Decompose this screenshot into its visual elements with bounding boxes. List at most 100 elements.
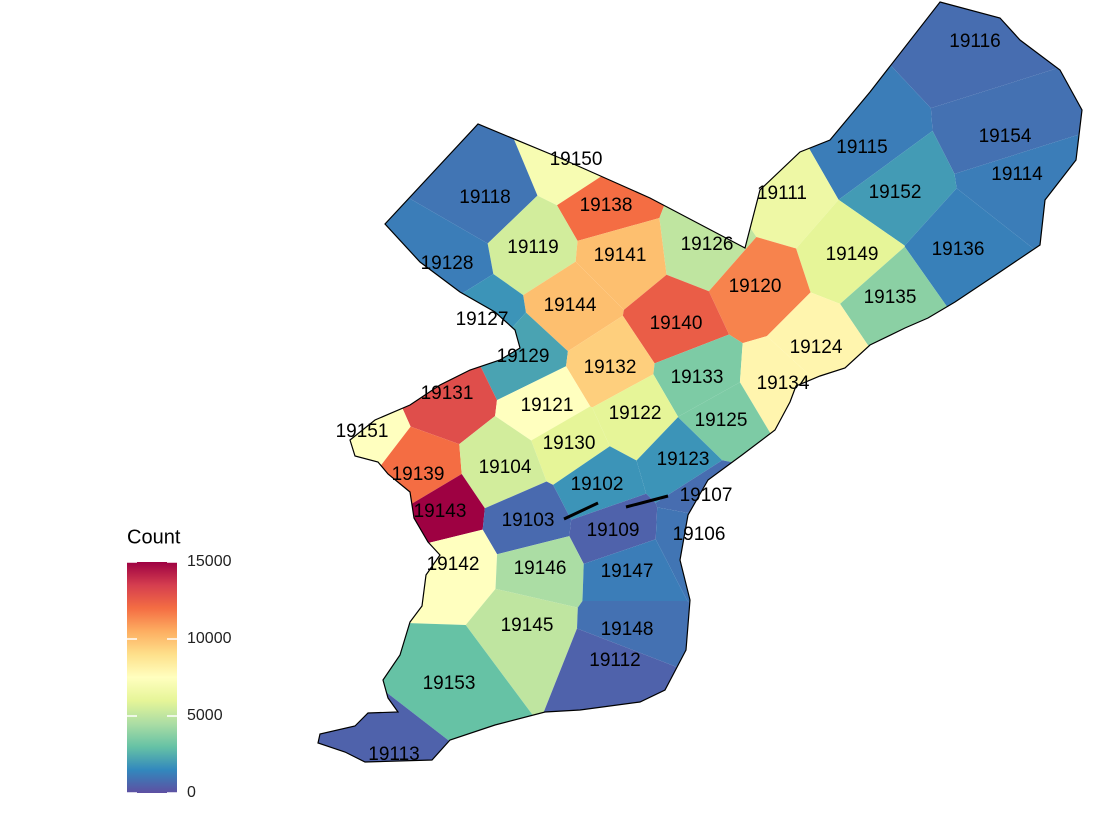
zip-label: 19106 xyxy=(673,524,726,545)
zip-region xyxy=(402,366,497,445)
zip-label: 19121 xyxy=(521,395,574,416)
zip-label: 19124 xyxy=(790,337,843,358)
zip-label: 19144 xyxy=(544,295,597,316)
zip-region xyxy=(462,273,526,365)
zip-label: 19152 xyxy=(869,182,922,203)
zip-label: 19148 xyxy=(601,619,654,640)
zip-label: 19116 xyxy=(949,31,1000,52)
leader-line xyxy=(625,494,669,509)
zip-region xyxy=(622,274,730,364)
zip-label: 19112 xyxy=(589,650,640,671)
zip-region xyxy=(750,148,839,249)
zip-label: 19138 xyxy=(580,195,633,216)
zip-region xyxy=(482,481,572,555)
zip-label: 19126 xyxy=(681,234,734,255)
zip-region xyxy=(553,446,647,520)
legend: 0 5000 10000 15000 xyxy=(127,553,232,801)
zip-region xyxy=(655,507,690,603)
colorbar-tick-label: 0 xyxy=(187,784,196,801)
zip-region xyxy=(575,218,667,310)
zip-region xyxy=(592,374,679,461)
legend-title: Count xyxy=(127,526,181,548)
zip-label: 19115 xyxy=(836,137,887,158)
zip-label: 19130 xyxy=(543,433,596,454)
leader-line xyxy=(563,501,599,521)
zip-label: 19146 xyxy=(514,558,567,579)
zip-region xyxy=(904,188,1034,307)
zip-region xyxy=(350,408,411,466)
zip-label: 19134 xyxy=(757,373,810,394)
zip-region xyxy=(930,68,1082,174)
zip-label: 19119 xyxy=(507,237,558,258)
zip-region xyxy=(566,315,655,408)
zip-label: 19154 xyxy=(979,126,1032,147)
colorbar-tick-label: 15000 xyxy=(187,553,232,570)
zip-label: 19125 xyxy=(695,410,748,431)
zip-region xyxy=(655,460,733,514)
zip-region xyxy=(838,130,957,246)
zip-label: 19151 xyxy=(336,421,389,442)
zip-region xyxy=(653,334,743,417)
zip-region xyxy=(459,416,547,509)
zip-label: 19127 xyxy=(456,309,509,330)
zip-label: 19131 xyxy=(421,383,474,404)
zip-label: 19133 xyxy=(671,367,724,388)
zip-region xyxy=(495,536,584,608)
zip-label: 19107 xyxy=(680,485,733,506)
zip-region xyxy=(513,138,602,206)
zip-region xyxy=(659,205,757,292)
colorbar-tick-label: 5000 xyxy=(187,707,223,724)
zip-label: 19136 xyxy=(932,239,985,260)
zip-label: 19140 xyxy=(650,313,703,334)
zip-label: 19132 xyxy=(584,357,637,378)
zip-label: 19128 xyxy=(421,253,474,274)
zip-label: 19111 xyxy=(757,183,807,204)
zip-region xyxy=(954,134,1080,250)
zip-label: 19141 xyxy=(594,245,647,266)
zip-label: 19129 xyxy=(497,346,550,367)
zip-region xyxy=(318,692,450,762)
zip-label: 19135 xyxy=(864,287,917,308)
zip-label: 19113 xyxy=(368,744,419,765)
zip-label: 19139 xyxy=(392,464,445,485)
zip-label: 19104 xyxy=(479,457,532,478)
zip-region xyxy=(569,493,658,564)
zip-label: 19150 xyxy=(550,149,603,170)
zip-label: 19114 xyxy=(991,164,1043,185)
zip-region xyxy=(890,2,1058,109)
zip-region xyxy=(543,628,677,713)
zip-label: 19145 xyxy=(501,615,554,636)
zip-region xyxy=(487,195,578,296)
zip-region xyxy=(383,623,533,741)
zip-label: 19143 xyxy=(414,501,467,522)
zip-region xyxy=(385,198,494,294)
zip-region xyxy=(766,292,869,379)
zip-label: 19123 xyxy=(657,449,710,470)
zip-region xyxy=(576,601,690,668)
zip-region xyxy=(636,417,723,503)
zip-label: 19103 xyxy=(502,510,555,531)
zip-label: 19122 xyxy=(609,403,662,424)
zip-region xyxy=(708,236,811,344)
city-outline xyxy=(317,1,1083,763)
zip-region xyxy=(465,588,578,716)
zip-region xyxy=(409,529,498,625)
zip-label: 19109 xyxy=(587,520,640,541)
labels: 19116 19154 19114 19115 19152 19136 19111 19149… xyxy=(336,31,1044,765)
zip-region xyxy=(739,336,814,434)
zip-region xyxy=(531,406,610,485)
zip-region xyxy=(495,366,591,441)
zip-region xyxy=(523,261,624,352)
zip-label: 19142 xyxy=(427,554,480,575)
colorbar xyxy=(127,562,177,793)
zip-region xyxy=(480,312,568,401)
zip-region xyxy=(582,539,688,601)
zip-label: 19147 xyxy=(601,561,654,582)
zip-region xyxy=(411,474,485,543)
zip-label: 19153 xyxy=(423,673,476,694)
zip-label: 19118 xyxy=(459,187,510,208)
regions xyxy=(317,1,1083,763)
colorbar-tick-label: 10000 xyxy=(187,630,232,647)
